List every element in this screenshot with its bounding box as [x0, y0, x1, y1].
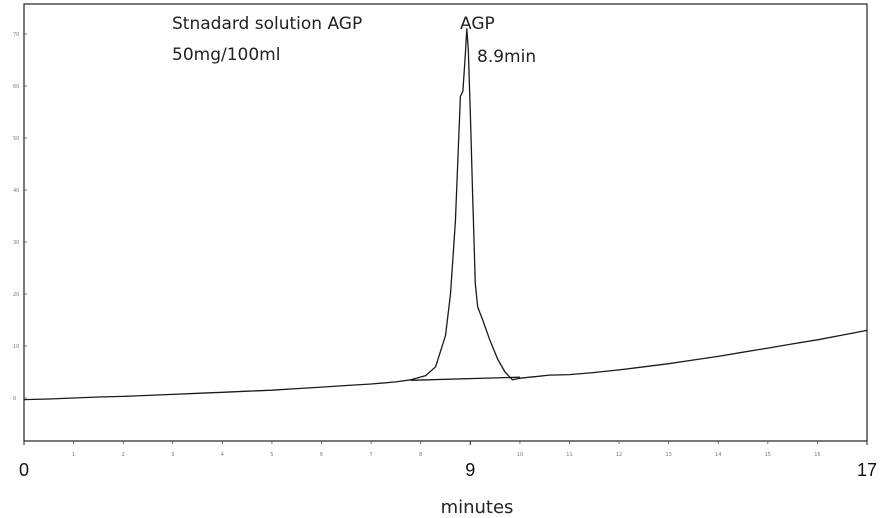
y-tick-label: 10	[13, 344, 19, 350]
x-tick-label-minor: 3	[171, 452, 174, 458]
x-tick-label-minor: 11	[566, 452, 572, 458]
peak-baseline	[410, 376, 520, 381]
x-tick-label-minor: 2	[122, 452, 125, 458]
x-tick-label-minor: 5	[270, 452, 273, 458]
x-tick-label-minor: 15	[765, 452, 771, 458]
x-tick-label-minor: 1	[72, 452, 75, 458]
x-tick-label-minor: 4	[221, 452, 224, 458]
y-tick-label: 50	[13, 136, 19, 142]
y-tick-label: 30	[13, 240, 19, 246]
y-tick-label: 20	[13, 292, 19, 298]
chart-title-line-1: Stnadard solution AGP	[172, 14, 362, 34]
chromatogram-trace	[23, 28, 868, 401]
x-tick-label-major: 17	[857, 460, 877, 480]
x-tick-label-major: 9	[465, 460, 475, 480]
x-axis-ticks: 1 2 3 4 5 6 7 8 10 11 12 13 14 15 160 9 17	[19, 441, 877, 480]
x-tick-label-major: 0	[19, 460, 29, 480]
y-axis-ticks: 0 10 20 30 40 50 60 70	[13, 32, 27, 402]
x-tick-label-minor: 16	[814, 452, 820, 458]
y-tick-label: 60	[13, 84, 19, 90]
peak-label: AGP	[460, 14, 495, 34]
chart-title-line-2: 50mg/100ml	[172, 45, 280, 65]
peak-time-label: 8.9min	[477, 47, 536, 67]
x-tick-label-minor: 7	[370, 452, 373, 458]
series-layer	[23, 28, 868, 401]
y-tick-label: 70	[13, 32, 19, 38]
plot-frame	[23, 3, 868, 442]
x-tick-label-minor: 13	[665, 452, 671, 458]
x-tick-label-minor: 14	[715, 452, 721, 458]
x-tick-label-minor: 6	[320, 452, 323, 458]
x-tick-label-minor: 8	[419, 452, 422, 458]
x-axis-label: minutes	[441, 497, 514, 518]
y-tick-label: 0	[13, 396, 16, 402]
y-tick-label: 40	[13, 188, 19, 194]
x-tick-label-minor: 10	[517, 452, 523, 458]
x-tick-label-minor: 12	[616, 452, 622, 458]
